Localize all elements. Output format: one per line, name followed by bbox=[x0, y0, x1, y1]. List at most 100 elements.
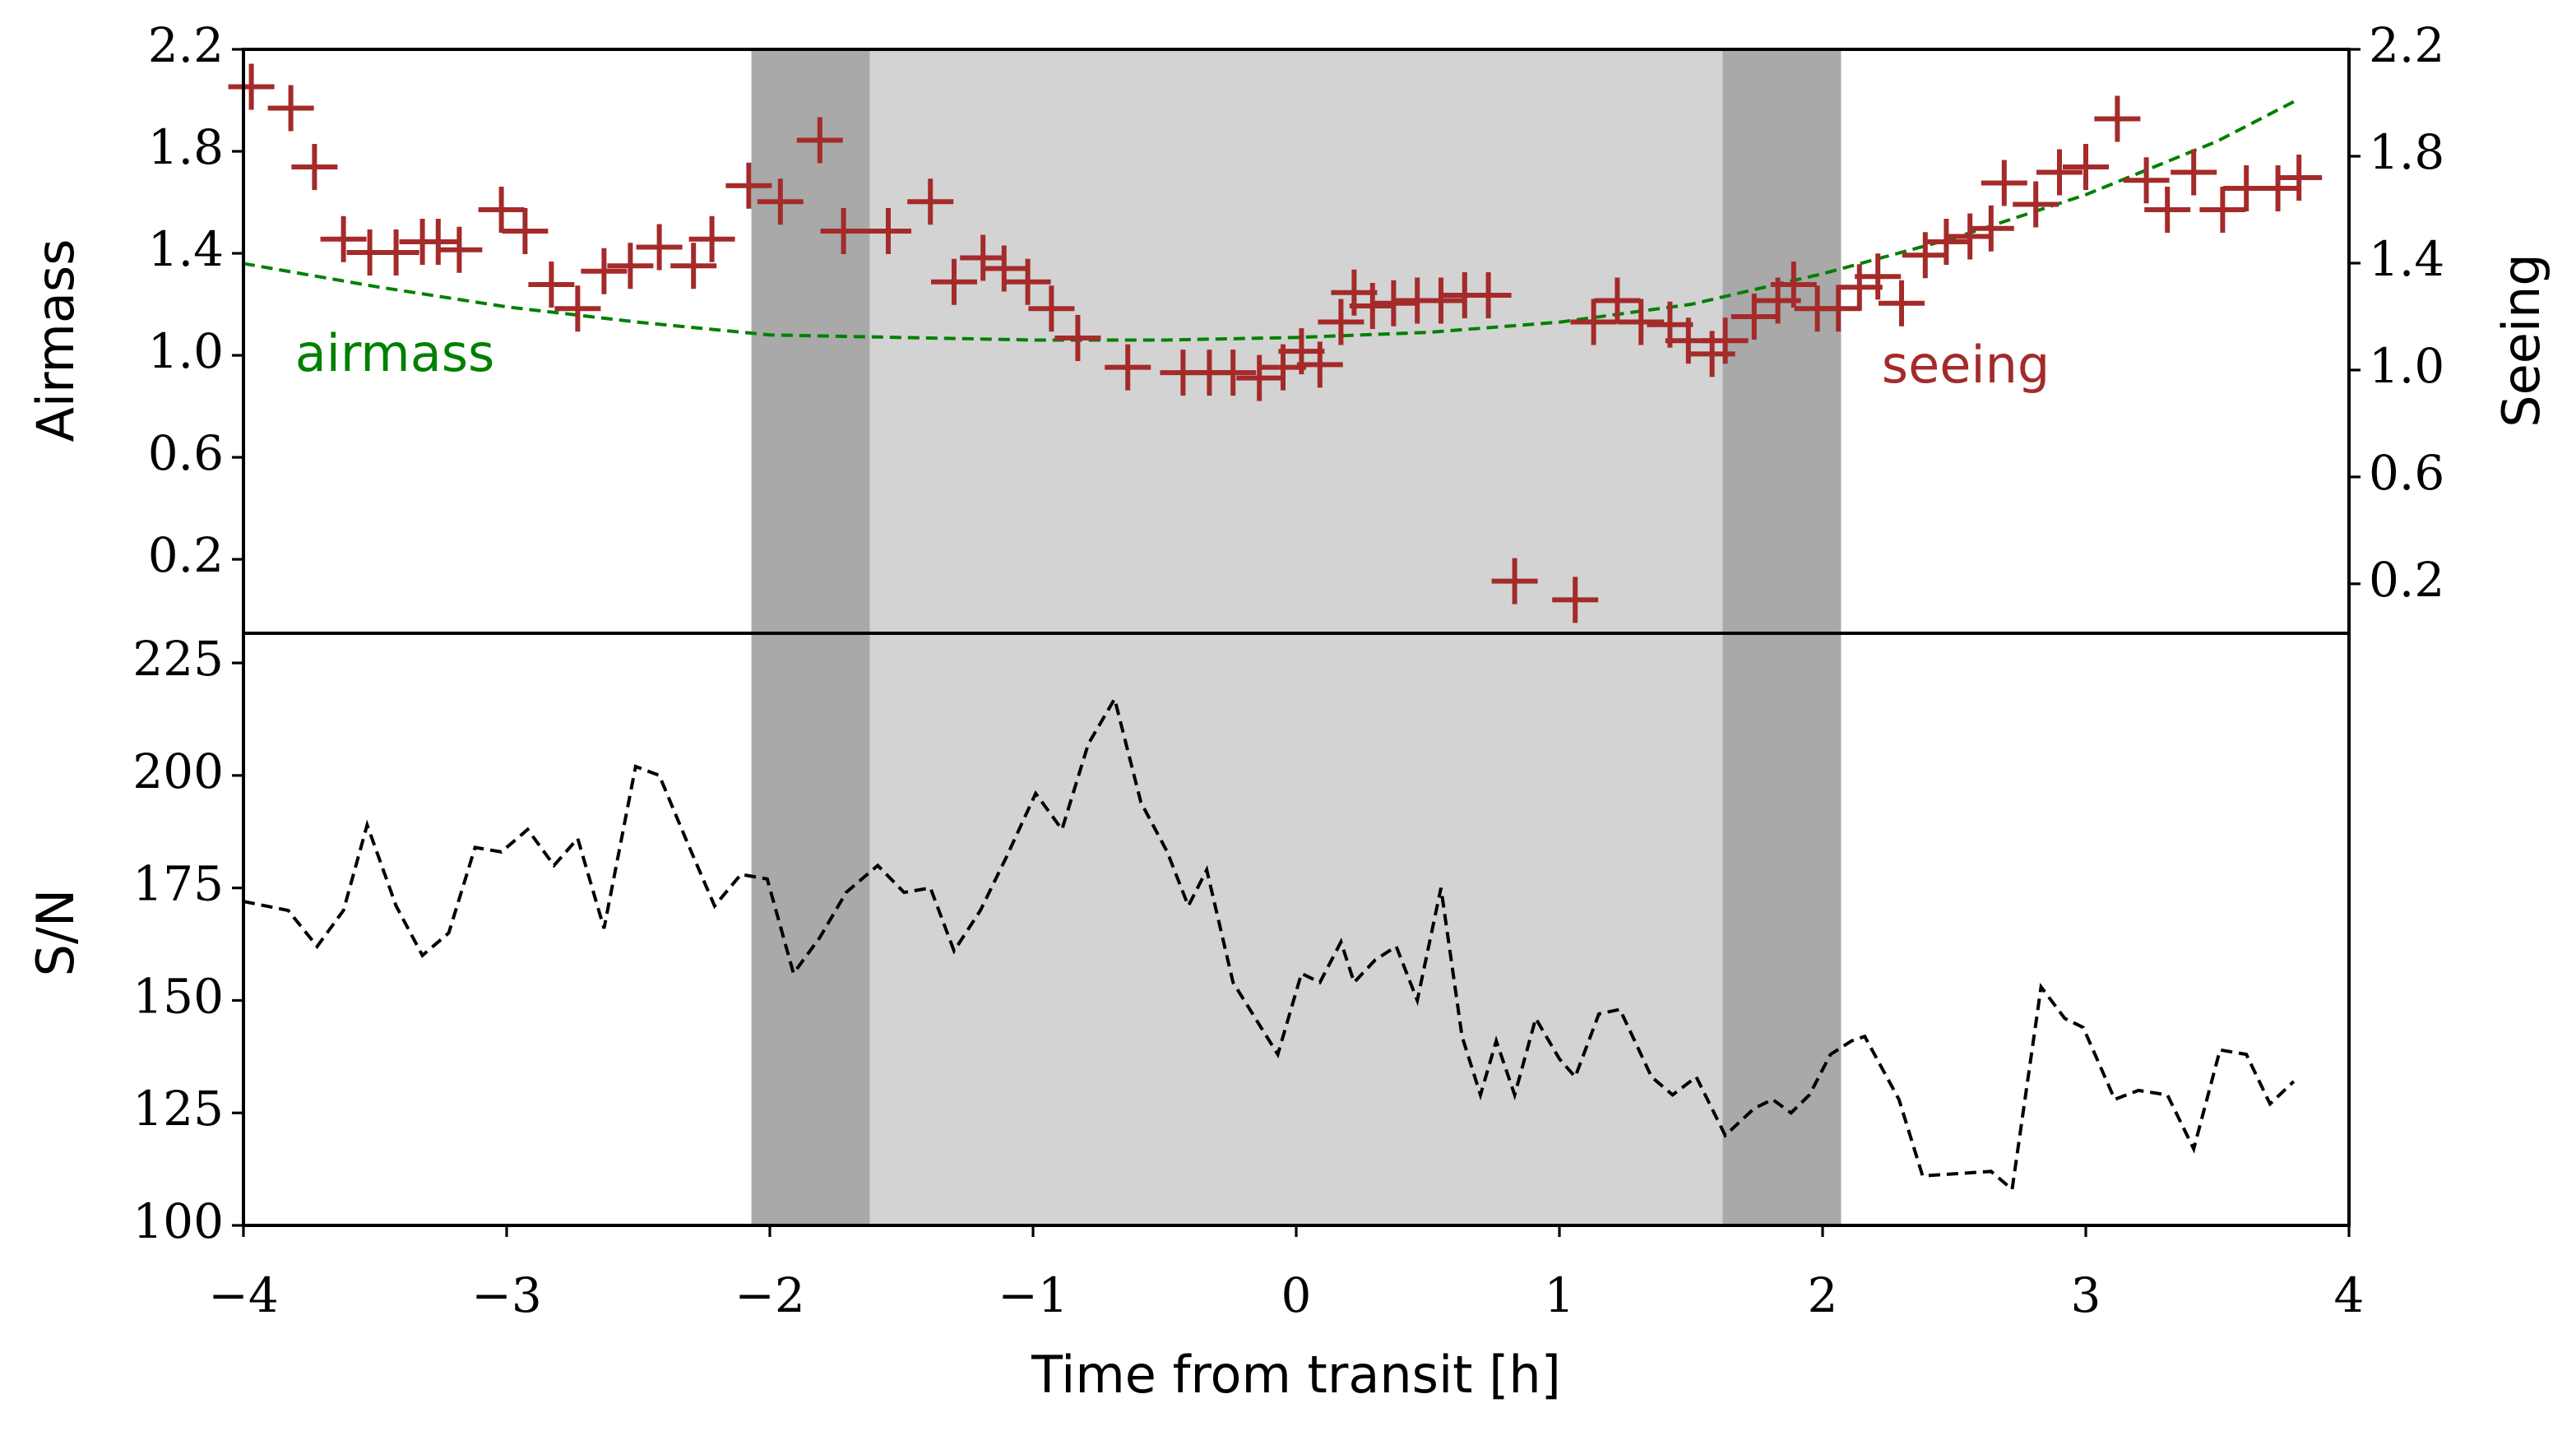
y-tick-label: 1.4 bbox=[148, 221, 224, 277]
point bbox=[2199, 186, 2246, 233]
y-tick-label: 100 bbox=[132, 1193, 224, 1249]
x-tick-label: 0 bbox=[1281, 1267, 1312, 1323]
point bbox=[2063, 143, 2109, 190]
line bbox=[243, 99, 2297, 342]
point bbox=[931, 258, 977, 305]
point bbox=[2094, 95, 2141, 142]
point bbox=[291, 143, 338, 190]
x-axis-label: Time from transit [h] bbox=[1031, 1345, 1561, 1405]
shaded-span bbox=[751, 49, 870, 633]
y2-tick-label: 2.2 bbox=[2369, 17, 2444, 73]
y-axis-label: Airmass bbox=[25, 238, 86, 442]
point bbox=[502, 207, 549, 254]
point bbox=[1947, 213, 1994, 260]
point bbox=[980, 245, 1027, 292]
point bbox=[1981, 160, 2027, 206]
y-tick-label: 125 bbox=[132, 1081, 224, 1137]
point bbox=[1879, 280, 1925, 326]
y-tick-label: 225 bbox=[132, 631, 224, 687]
point bbox=[607, 243, 654, 289]
point bbox=[1105, 344, 1151, 391]
y2-tick-label: 1.4 bbox=[2369, 231, 2444, 287]
y2-tick-label: 1.0 bbox=[2369, 338, 2444, 394]
y2-tick-label: 0.2 bbox=[2369, 552, 2444, 608]
point bbox=[670, 243, 717, 289]
point bbox=[2013, 181, 2059, 228]
y-tick-label: 1.0 bbox=[148, 323, 224, 379]
point bbox=[757, 178, 804, 225]
shaded-span bbox=[751, 633, 870, 1225]
point bbox=[1855, 253, 1902, 300]
x-tick-label: 1 bbox=[1545, 1267, 1575, 1323]
y2-tick-label: 0.6 bbox=[2369, 445, 2444, 501]
point bbox=[1552, 577, 1599, 623]
x-tick-label: −1 bbox=[998, 1267, 1068, 1323]
point bbox=[478, 186, 525, 233]
point bbox=[436, 226, 483, 273]
point bbox=[725, 162, 772, 209]
point bbox=[1967, 205, 2014, 252]
x-tick-label: 4 bbox=[2334, 1267, 2365, 1323]
x-tick-label: 3 bbox=[2071, 1267, 2101, 1323]
point bbox=[581, 248, 628, 294]
point bbox=[1730, 293, 1777, 340]
point bbox=[1570, 299, 1617, 345]
shaded-span bbox=[1722, 633, 1842, 1225]
y-tick-label: 150 bbox=[132, 968, 224, 1024]
point bbox=[2123, 157, 2170, 204]
y2-tick-label: 1.8 bbox=[2369, 124, 2444, 180]
series-label: airmass bbox=[295, 323, 495, 383]
x-tick-label: −2 bbox=[734, 1267, 805, 1323]
point bbox=[554, 285, 601, 332]
point bbox=[636, 224, 683, 271]
y-tick-label: 175 bbox=[132, 856, 224, 912]
point bbox=[267, 85, 314, 132]
point bbox=[528, 261, 575, 308]
y-tick-label: 1.8 bbox=[148, 119, 224, 175]
point bbox=[1236, 354, 1283, 401]
point bbox=[1836, 264, 1883, 311]
point bbox=[960, 234, 1007, 281]
point bbox=[373, 229, 419, 276]
point bbox=[1296, 341, 1343, 388]
y-tick-label: 200 bbox=[132, 743, 224, 799]
point bbox=[1618, 299, 1665, 345]
point bbox=[1923, 218, 1970, 265]
point bbox=[907, 178, 954, 225]
point bbox=[1815, 285, 1862, 332]
point bbox=[1770, 261, 1817, 308]
y-tick-label: 2.2 bbox=[148, 17, 224, 73]
y-tick-label: 0.2 bbox=[148, 527, 224, 583]
point bbox=[688, 215, 735, 262]
x-tick-label: −3 bbox=[471, 1267, 542, 1323]
point bbox=[2171, 149, 2217, 196]
point bbox=[1702, 317, 1749, 364]
point bbox=[1465, 271, 1512, 318]
point bbox=[1054, 314, 1101, 361]
point bbox=[2144, 186, 2191, 233]
point bbox=[820, 207, 867, 254]
series-label: seeing bbox=[1882, 335, 2050, 395]
point bbox=[1418, 277, 1464, 324]
point bbox=[1491, 558, 1538, 604]
point bbox=[320, 215, 367, 262]
y-axis-label: S/N bbox=[25, 889, 86, 977]
x-tick-label: −4 bbox=[208, 1267, 279, 1323]
point bbox=[796, 117, 843, 164]
point bbox=[1318, 299, 1364, 345]
point bbox=[1902, 232, 1948, 279]
point bbox=[228, 63, 275, 110]
point bbox=[1349, 282, 1396, 329]
point bbox=[1370, 280, 1417, 326]
x-tick-label: 2 bbox=[1808, 1267, 1838, 1323]
line bbox=[243, 694, 2296, 1193]
point bbox=[415, 218, 461, 265]
shaded-span bbox=[869, 49, 1723, 633]
point bbox=[1028, 285, 1075, 332]
point bbox=[865, 207, 911, 254]
point bbox=[1594, 277, 1641, 324]
point bbox=[1004, 258, 1051, 305]
point bbox=[2276, 154, 2323, 201]
